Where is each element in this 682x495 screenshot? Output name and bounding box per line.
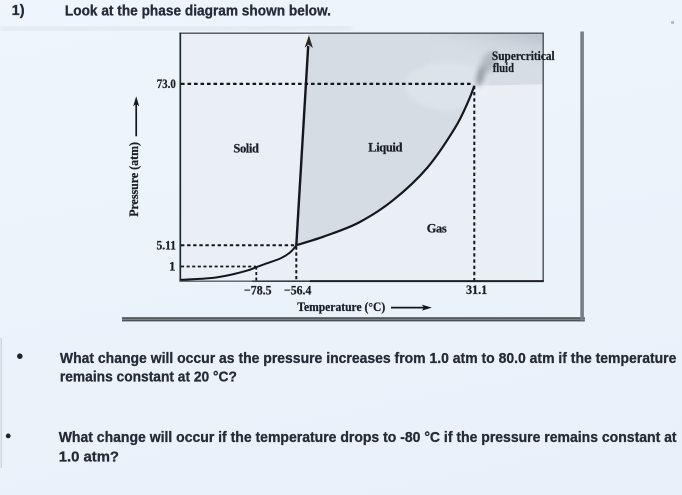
svg-text:Temperature (°C): Temperature (°C) <box>297 299 385 314</box>
svg-text:What change will occur as the: What change will occur as the pressure i… <box>60 350 677 367</box>
svg-text:1: 1 <box>169 259 176 274</box>
svg-text:5.11: 5.11 <box>157 238 177 253</box>
svg-text:31.1: 31.1 <box>466 282 487 297</box>
svg-text:Pressure (atm): Pressure (atm) <box>126 142 141 217</box>
svg-text:fluid: fluid <box>493 61 514 75</box>
svg-text:−78.5: −78.5 <box>244 283 272 298</box>
svg-text:−56.4: −56.4 <box>284 283 312 298</box>
svg-text:73.0: 73.0 <box>157 76 176 91</box>
svg-text:1.0 atm?: 1.0 atm? <box>59 448 119 465</box>
svg-text:1): 1) <box>12 3 25 19</box>
svg-text:What change will occur if the: What change will occur if the temperatur… <box>59 429 677 446</box>
svg-text:Liquid: Liquid <box>368 141 402 155</box>
svg-text:Solid: Solid <box>233 141 259 155</box>
svg-text:remains constant at 20 °C?: remains constant at 20 °C? <box>60 369 237 386</box>
svg-text:Supercritical: Supercritical <box>492 49 555 63</box>
svg-text:Look at the phase diagram show: Look at the phase diagram shown below. <box>65 4 331 20</box>
svg-text:Gas: Gas <box>427 222 447 236</box>
